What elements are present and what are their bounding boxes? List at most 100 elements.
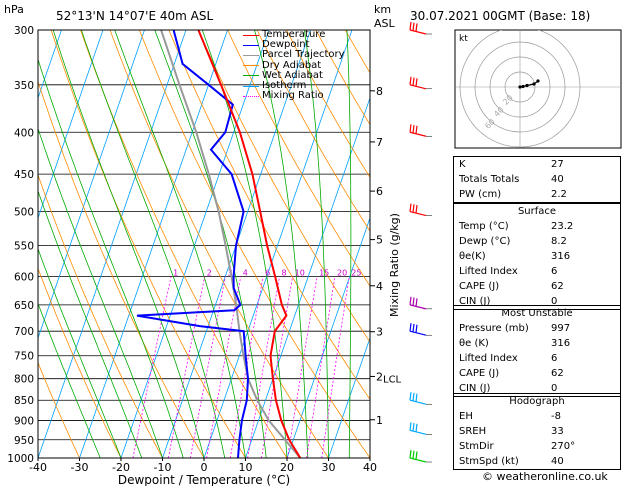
altitude-tick-label: 6 bbox=[376, 185, 383, 198]
wind-barb-flag bbox=[415, 23, 418, 32]
wind-barb-flag bbox=[415, 125, 418, 134]
wind-barb-flag bbox=[412, 392, 415, 402]
most-unstable-row: θe (K) 316 bbox=[454, 336, 620, 351]
sounding-datetime: 30.07.2021 00GMT (Base: 18) bbox=[410, 9, 591, 23]
altitude-tick-label: 3 bbox=[376, 326, 383, 339]
hpa-label: hPa bbox=[4, 3, 24, 16]
wind-barb-flag bbox=[415, 393, 418, 402]
lcl-label: LCL bbox=[383, 375, 402, 386]
hodograph-point bbox=[521, 84, 525, 89]
pressure-tick-label: 1000 bbox=[7, 453, 34, 465]
wind-barb-flag bbox=[412, 204, 415, 213]
hodograph-param-row: StmDir 270° bbox=[454, 439, 620, 454]
pressure-tick-label: 900 bbox=[14, 416, 34, 428]
wind-barb-staff bbox=[409, 131, 427, 137]
isotherm-line bbox=[38, 30, 145, 340]
wind-barb-flag bbox=[412, 22, 415, 31]
mixing-ratio-label: 1 bbox=[173, 268, 178, 277]
surface-row: Dewp (°C) 8.2 bbox=[454, 234, 620, 249]
most-unstable-value: 316 bbox=[551, 338, 571, 349]
most-unstable-table: Most Unstable Pressure (mb) 997 θe (K) 316 L… bbox=[453, 305, 621, 397]
legend-swatch bbox=[243, 65, 259, 67]
most-unstable-value: 6 bbox=[551, 353, 558, 364]
pressure-tick-label: 700 bbox=[14, 326, 34, 338]
pressure-tick-label: 400 bbox=[14, 127, 34, 139]
mixing-ratio-label: 2 bbox=[207, 268, 212, 277]
hodograph-point bbox=[532, 82, 536, 86]
most-unstable-row: CAPE (J) 62 bbox=[454, 366, 620, 381]
mixing-ratio-line bbox=[247, 276, 280, 458]
wet-adiabat-line bbox=[38, 247, 122, 458]
mixing-ratio-line bbox=[321, 276, 350, 458]
legend-swatch bbox=[243, 54, 259, 56]
index-row: Totals Totals 40 bbox=[454, 172, 620, 187]
wind-barb-staff bbox=[409, 399, 427, 405]
legend-label: Isotherm bbox=[262, 79, 307, 91]
wind-barb-flag bbox=[409, 422, 412, 431]
wind-barb bbox=[409, 21, 432, 35]
km-label: km bbox=[374, 3, 392, 16]
altitude-tick-label: 8 bbox=[376, 85, 383, 98]
altitude-tick-label: 2 bbox=[376, 370, 383, 383]
most-unstable-label: Pressure (mb) bbox=[459, 323, 529, 334]
wind-barb-flag bbox=[409, 21, 412, 31]
isotherm-line bbox=[79, 30, 228, 458]
temperature-tick-label: -40 bbox=[29, 461, 47, 474]
dry-adiabat-line bbox=[38, 173, 163, 458]
mixing-ratio-label: 4 bbox=[243, 268, 248, 277]
surface-label: Lifted Index bbox=[459, 266, 518, 277]
wind-barb-flag bbox=[409, 296, 412, 305]
hodograph-param-value: -8 bbox=[551, 411, 561, 422]
index-row: K 27 bbox=[454, 157, 620, 172]
dewpoint-line bbox=[136, 30, 250, 458]
wind-barb-flag bbox=[415, 205, 418, 214]
wind-barb-staff bbox=[409, 330, 427, 336]
legend-label: Mixing Ratio bbox=[262, 90, 324, 102]
dry-adiabat-line bbox=[38, 80, 205, 458]
hodograph-unit: kt bbox=[459, 34, 468, 44]
legend-label: Dewpoint bbox=[262, 39, 310, 51]
legend-label: Temperature bbox=[262, 29, 326, 40]
wet-adiabat-line bbox=[38, 58, 184, 458]
wind-barb-staff bbox=[409, 84, 427, 90]
pressure-tick-label: 950 bbox=[14, 435, 34, 447]
legend-item: Dewpoint bbox=[243, 39, 345, 51]
surface-label: θe(K) bbox=[459, 251, 486, 262]
most-unstable-title: Most Unstable bbox=[501, 308, 573, 319]
surface-title: Surface bbox=[517, 206, 557, 217]
surface-value: 0 bbox=[551, 296, 558, 307]
wind-barb-flag bbox=[412, 422, 415, 432]
mixing-ratio-line bbox=[168, 276, 206, 458]
most-unstable-label: θe (K) bbox=[459, 338, 489, 349]
legend-item: Mixing Ratio bbox=[243, 90, 345, 102]
hodograph-table-title: Hodograph bbox=[509, 396, 565, 407]
most-unstable-row: Lifted Index 6 bbox=[454, 351, 620, 366]
mixing-ratio-label: 10 bbox=[295, 268, 305, 277]
temperature-tick-label: -10 bbox=[154, 461, 172, 474]
index-value: 27 bbox=[551, 159, 564, 170]
most-unstable-value: 997 bbox=[551, 323, 571, 334]
wind-barb bbox=[409, 76, 432, 90]
wind-barb-flag bbox=[412, 297, 415, 306]
most-unstable-row: CIN (J) 0 bbox=[454, 381, 620, 396]
dry-adiabat-line bbox=[227, 30, 370, 287]
wind-barb-staff bbox=[409, 211, 427, 217]
dry-adiabat-line bbox=[38, 361, 80, 458]
hodograph-param-row: SREH 33 bbox=[454, 424, 620, 439]
wind-barb-flag bbox=[415, 78, 418, 87]
index-label: K bbox=[459, 159, 466, 170]
hodograph-param-row: EH -8 bbox=[454, 409, 620, 424]
most-unstable-value: 0 bbox=[551, 383, 558, 394]
pressure-tick-label: 600 bbox=[14, 271, 34, 283]
wind-barb-flag bbox=[412, 124, 415, 134]
hodograph-frame bbox=[454, 29, 622, 149]
legend-item: Parcel Trajectory bbox=[243, 50, 345, 60]
legend-item: Isotherm bbox=[243, 79, 345, 91]
index-value: 2.2 bbox=[551, 189, 567, 200]
wet-adiabat-line bbox=[52, 30, 205, 458]
isotherm-line bbox=[38, 30, 187, 458]
wind-barb bbox=[409, 124, 432, 137]
hodograph-param-label: EH bbox=[459, 411, 473, 422]
legend-label: Dry Adiabat bbox=[262, 59, 322, 71]
wind-barb bbox=[409, 449, 432, 463]
